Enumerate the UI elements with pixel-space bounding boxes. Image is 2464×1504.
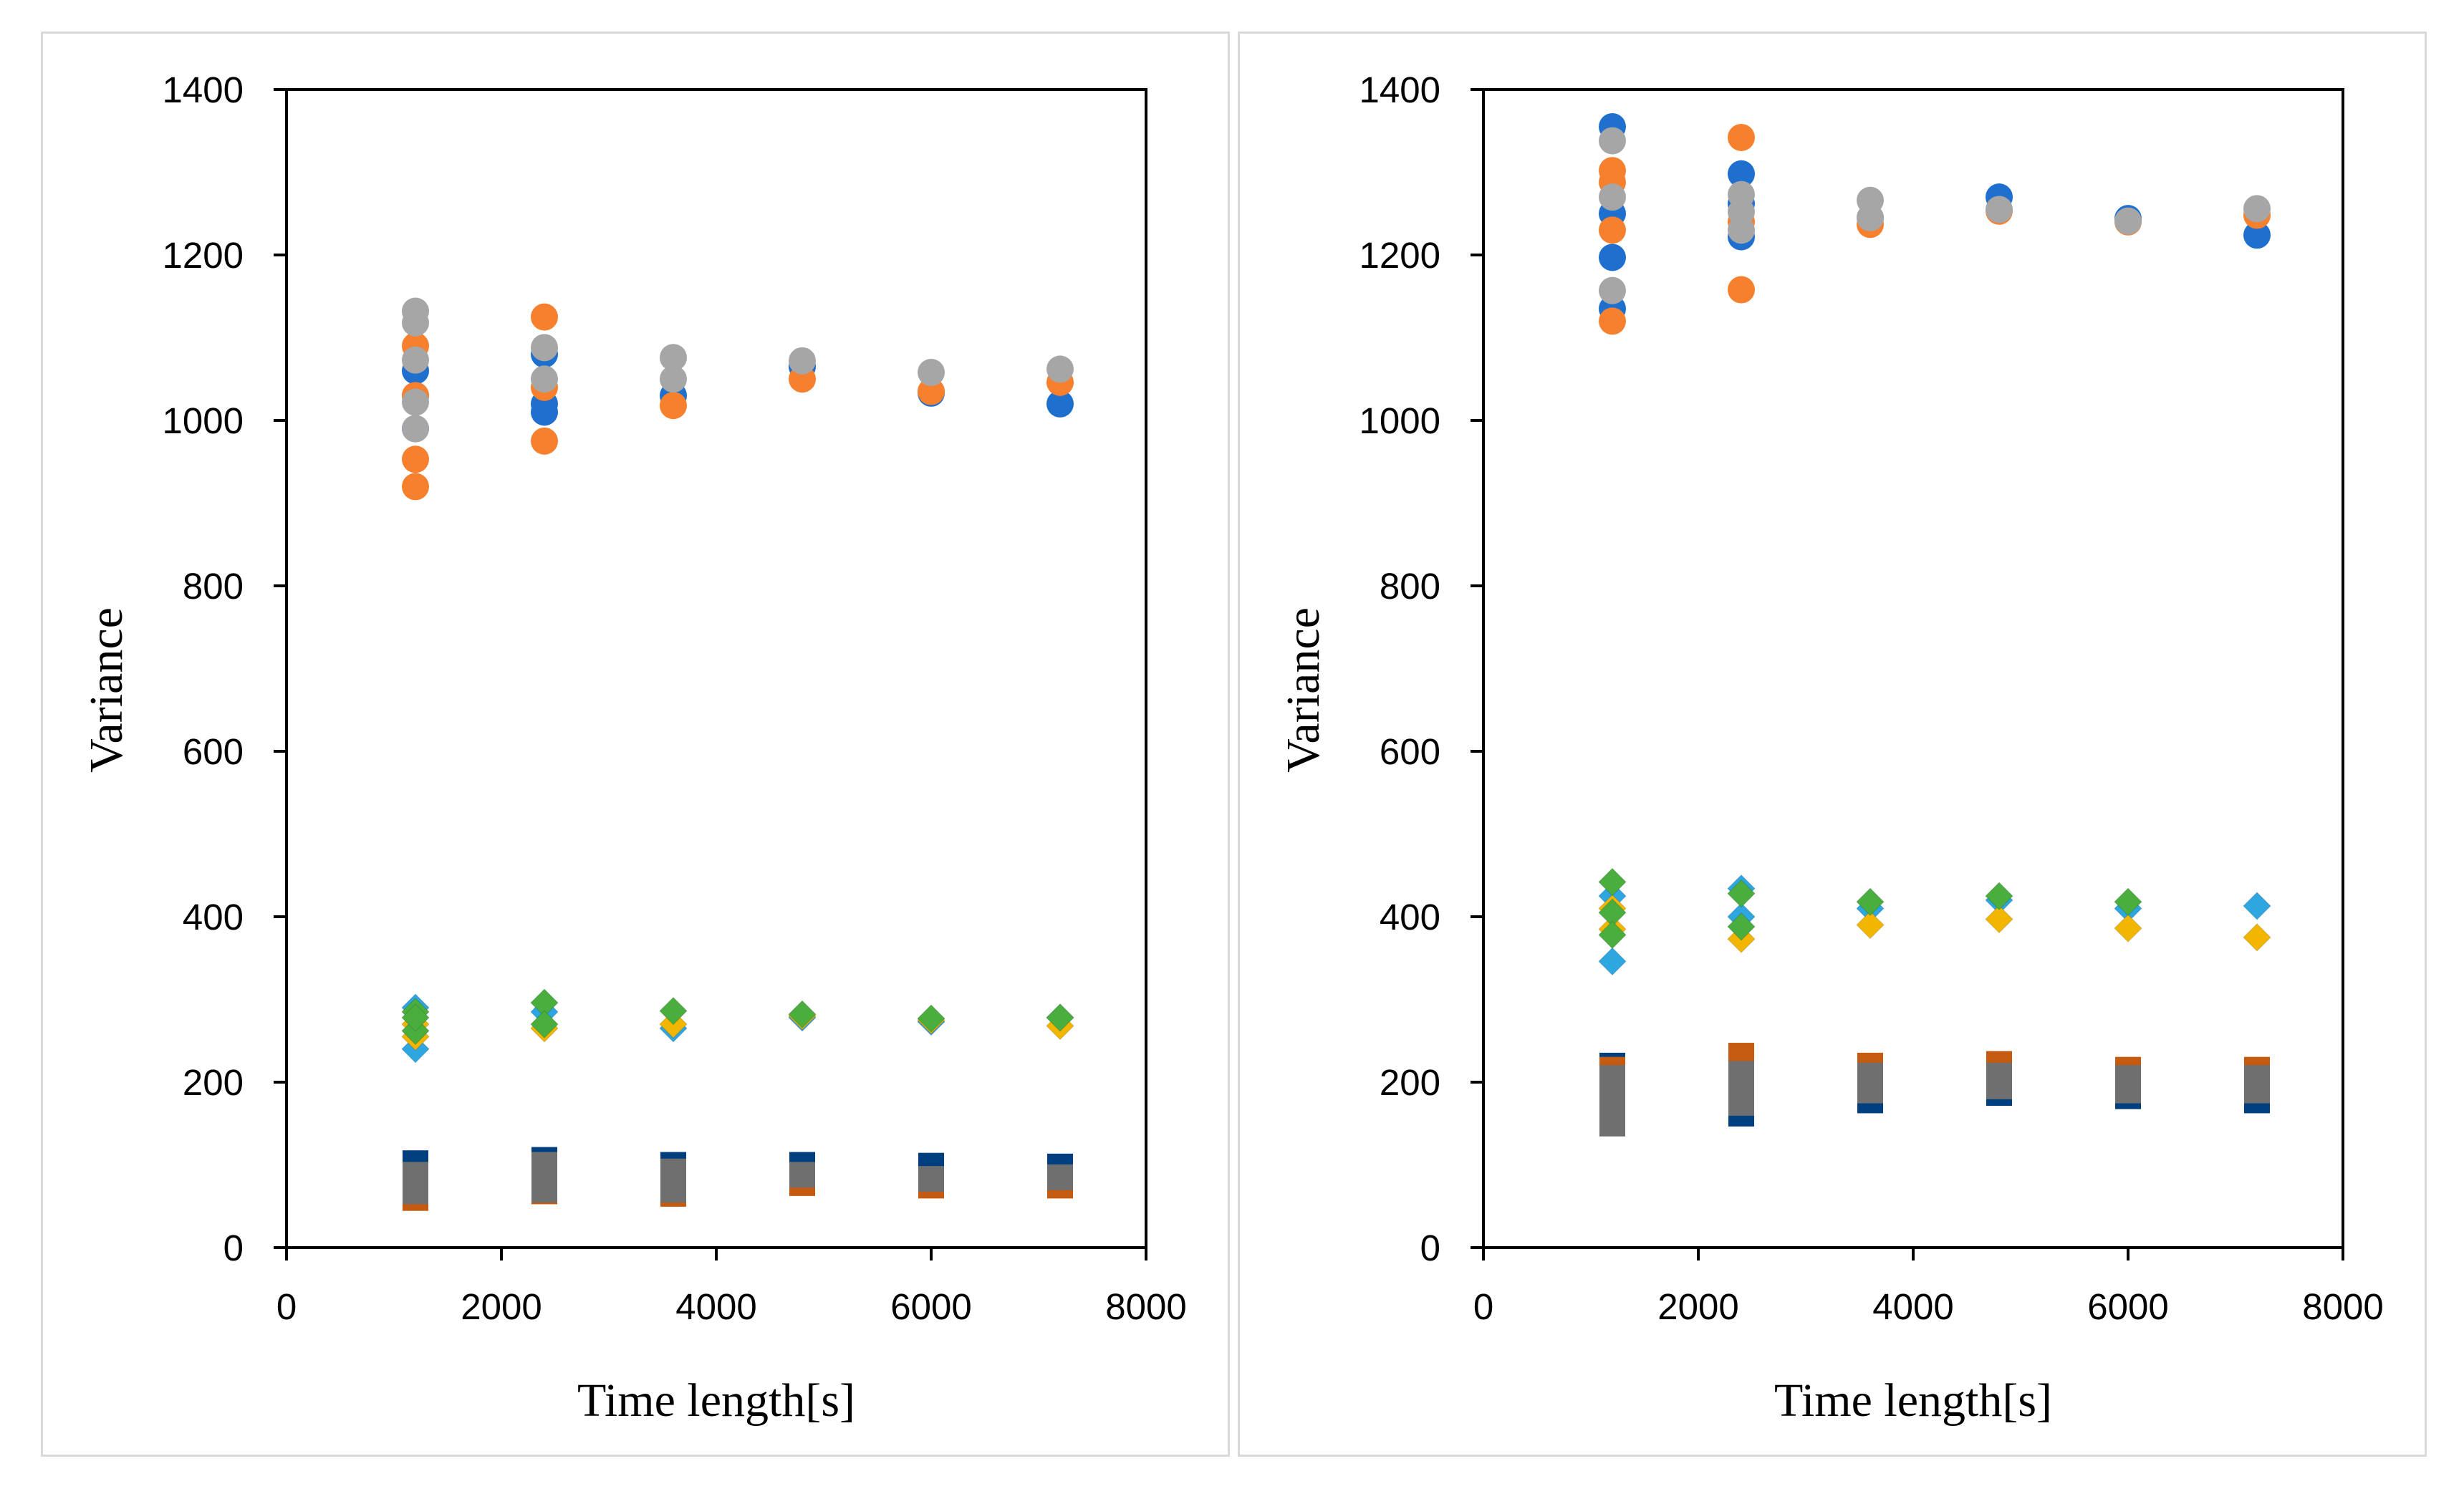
- chart-panel-right: 0 200 400 600 800 1000 1200 1400 0 2000 4000 6000 80…: [1238, 32, 2427, 1457]
- y-tick-label: 200: [183, 1062, 244, 1103]
- data-point-diamond: [1727, 879, 1756, 908]
- y-tick-label: 1200: [163, 235, 244, 276]
- y-tick-label: 0: [1420, 1228, 1440, 1268]
- x-tick-label: 0: [1473, 1286, 1493, 1327]
- x-tick-label: 2000: [1657, 1286, 1738, 1327]
- data-point-diamond: [1046, 1003, 1074, 1032]
- data-point-circle: [660, 344, 687, 372]
- data-point-diamond: [1598, 867, 1627, 897]
- data-point-circle: [789, 347, 816, 375]
- data-point-diamond: [1856, 887, 1885, 916]
- x-tick-label: 8000: [2302, 1286, 2383, 1327]
- data-point-diamond: [530, 1010, 559, 1038]
- data-point-square: [789, 1162, 815, 1188]
- data-point-square: [2244, 1077, 2270, 1104]
- x-axis-title: Time length[s]: [577, 1374, 855, 1427]
- plot-frame: [285, 88, 1147, 1249]
- data-point-diamond: [1985, 882, 2013, 910]
- y-axis-title: Variance: [80, 607, 133, 773]
- data-point-square: [1986, 1073, 2012, 1099]
- x-tick-label: 2000: [461, 1286, 542, 1327]
- data-point-diamond: [788, 1000, 817, 1028]
- data-point-circle: [1728, 123, 1755, 151]
- data-point-circle: [1599, 244, 1626, 271]
- data-point-circle: [402, 415, 429, 443]
- data-point-circle: [1728, 276, 1755, 304]
- data-point-circle: [1599, 307, 1626, 335]
- chart-panel-left: 0 200 400 600 800 1000 1200 1400 0 2000 4000 6000 80…: [41, 32, 1230, 1457]
- data-point-diamond: [2243, 892, 2271, 920]
- data-point-square: [660, 1177, 686, 1203]
- data-point-diamond: [1985, 905, 2013, 934]
- data-point-circle: [1046, 355, 1074, 383]
- data-point-diamond: [2114, 914, 2142, 943]
- x-tick-label: 8000: [1105, 1286, 1186, 1327]
- y-tick-label: 600: [183, 731, 244, 772]
- data-point-circle: [918, 377, 945, 405]
- x-axis-title: Time length[s]: [1774, 1374, 2052, 1427]
- data-point-diamond: [1856, 910, 1885, 940]
- x-tick-label: 0: [276, 1286, 297, 1327]
- data-point-circle: [531, 427, 558, 455]
- data-point-diamond: [917, 1004, 945, 1033]
- data-point-circle: [2243, 195, 2271, 223]
- data-point-circle: [2114, 207, 2142, 235]
- data-point-diamond: [401, 1003, 430, 1032]
- y-tick-label: 1200: [1359, 235, 1440, 276]
- data-point-square: [531, 1177, 557, 1203]
- x-tick-label: 4000: [1872, 1286, 1953, 1327]
- data-point-diamond: [2114, 887, 2142, 916]
- data-point-circle: [1599, 183, 1626, 211]
- data-point-diamond: [2243, 923, 2271, 952]
- y-tick-label: 1000: [163, 400, 244, 441]
- y-tick-label: 600: [1380, 731, 1440, 772]
- data-point-circle: [1599, 127, 1626, 155]
- data-point-circle: [402, 388, 429, 416]
- data-point-circle: [402, 445, 429, 473]
- data-point-circle: [1046, 390, 1074, 418]
- data-point-circle: [1857, 204, 1884, 232]
- data-point-circle: [531, 365, 558, 393]
- y-tick-label: 400: [1380, 897, 1440, 937]
- data-point-square: [1857, 1077, 1883, 1104]
- data-point-square: [1047, 1164, 1073, 1190]
- data-point-square: [2115, 1077, 2141, 1104]
- data-point-circle: [660, 365, 687, 393]
- data-point-circle: [660, 392, 687, 420]
- data-point-circle: [402, 346, 429, 374]
- data-point-diamond: [659, 996, 688, 1026]
- y-tick-label: 800: [1380, 566, 1440, 607]
- x-tick-label: 4000: [675, 1286, 756, 1327]
- y-tick-label: 200: [1380, 1062, 1440, 1103]
- data-point-circle: [531, 334, 558, 362]
- data-point-circle: [1728, 216, 1755, 244]
- data-point-diamond: [1727, 912, 1756, 941]
- data-point-circle: [1599, 216, 1626, 244]
- data-point-circle: [531, 303, 558, 331]
- data-point-circle: [1599, 276, 1626, 304]
- x-tick-label: 6000: [890, 1286, 971, 1327]
- data-point-circle: [402, 473, 429, 501]
- data-point-square: [918, 1166, 944, 1192]
- y-tick-label: 800: [183, 566, 244, 607]
- data-point-circle: [1728, 160, 1755, 188]
- y-tick-label: 1400: [1359, 69, 1440, 110]
- scatter-chart-right: 0 200 400 600 800 1000 1200 1400 0 2000 4000 6000 80…: [1277, 69, 2384, 1427]
- y-tick-label: 1400: [163, 69, 244, 110]
- data-point-circle: [2243, 221, 2271, 249]
- y-tick-label: 1000: [1359, 400, 1440, 441]
- data-point-circle: [918, 359, 945, 387]
- data-point-circle: [1986, 196, 2013, 223]
- y-tick-label: 400: [183, 897, 244, 937]
- data-point-square: [1728, 1089, 1754, 1116]
- data-point-square: [1599, 1110, 1625, 1137]
- y-axis-title: Variance: [1277, 607, 1329, 773]
- scatter-chart-left: 0 200 400 600 800 1000 1200 1400 0 2000 4000 6000 80…: [80, 69, 1187, 1427]
- x-tick-label: 6000: [2087, 1286, 2168, 1327]
- data-point-diamond: [1598, 947, 1627, 976]
- data-point-circle: [402, 309, 429, 337]
- data-point-square: [403, 1178, 428, 1205]
- y-tick-label: 0: [223, 1228, 244, 1268]
- data-point-diamond: [1598, 920, 1627, 950]
